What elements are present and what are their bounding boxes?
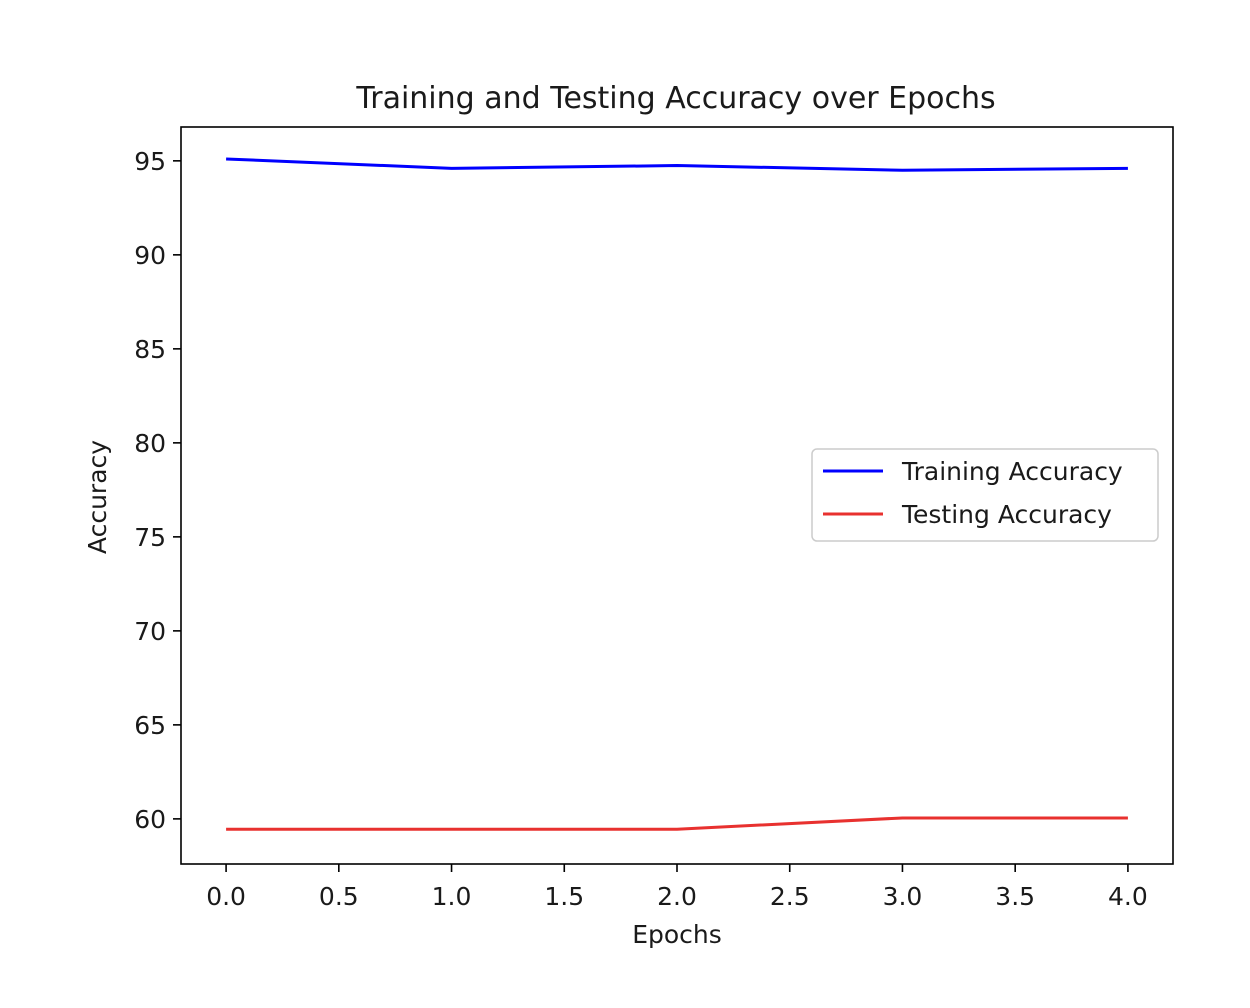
y-tick-label: 95 bbox=[134, 147, 166, 176]
y-tick-label: 85 bbox=[134, 335, 166, 364]
series-line-testing bbox=[226, 816, 1128, 831]
legend-label-testing: Testing Accuracy bbox=[901, 500, 1112, 529]
x-tick-label: 0.5 bbox=[319, 882, 359, 911]
y-tick-label: 90 bbox=[134, 241, 166, 270]
x-tick-label: 0.0 bbox=[206, 882, 246, 911]
x-tick-label: 1.5 bbox=[544, 882, 584, 911]
legend: Training Accuracy Testing Accuracy bbox=[811, 448, 1159, 542]
series-line-training bbox=[226, 157, 1128, 172]
chart-title: Training and Testing Accuracy over Epoch… bbox=[355, 81, 995, 116]
x-tick-label: 2.0 bbox=[657, 882, 697, 911]
x-axis-ticks: 0.0 0.5 1.0 1.5 2.0 2.5 3.0 3.5 4.0 bbox=[206, 864, 1148, 911]
y-tick-label: 60 bbox=[134, 805, 166, 834]
y-axis-label: Accuracy bbox=[83, 440, 112, 554]
y-tick-label: 70 bbox=[134, 617, 166, 646]
y-tick-label: 80 bbox=[134, 429, 166, 458]
x-tick-label: 3.0 bbox=[883, 882, 923, 911]
x-tick-label: 3.5 bbox=[995, 882, 1035, 911]
x-axis-label: Epochs bbox=[632, 920, 722, 949]
y-tick-label: 75 bbox=[134, 523, 166, 552]
x-tick-label: 4.0 bbox=[1108, 882, 1148, 911]
y-axis-ticks: 60 65 70 75 80 85 90 95 bbox=[134, 147, 181, 834]
x-tick-label: 2.5 bbox=[770, 882, 810, 911]
y-tick-label: 65 bbox=[134, 711, 166, 740]
series-layer bbox=[226, 157, 1128, 831]
legend-box bbox=[811, 448, 1159, 542]
legend-label-training: Training Accuracy bbox=[901, 457, 1123, 486]
x-tick-label: 1.0 bbox=[432, 882, 472, 911]
